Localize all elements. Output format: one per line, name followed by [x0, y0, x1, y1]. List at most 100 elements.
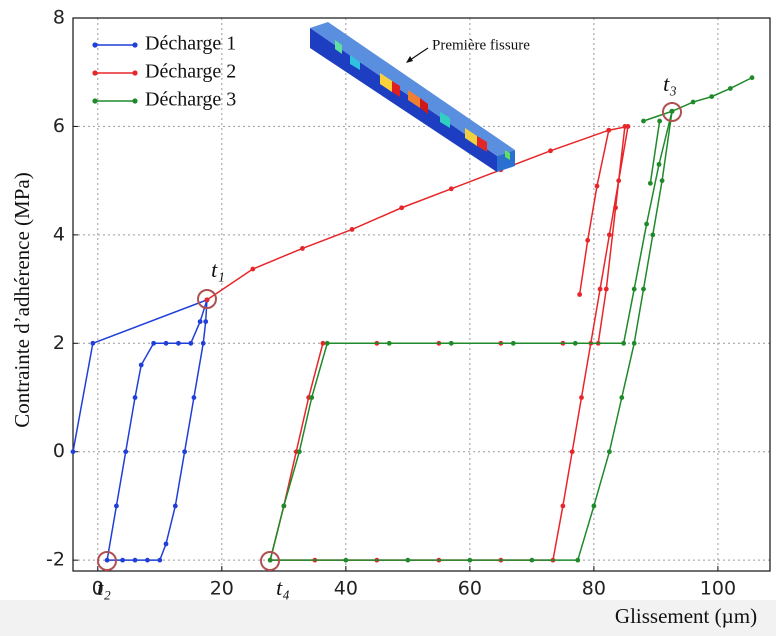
annotation: Première fissure [432, 37, 530, 53]
data-point [157, 557, 163, 563]
data-point [619, 395, 625, 400]
data-point [727, 86, 733, 91]
data-point [138, 362, 144, 368]
legend-label: Décharge 1 [145, 33, 236, 55]
data-point [182, 449, 188, 455]
data-point [90, 340, 96, 346]
data-point [594, 183, 600, 189]
data-point [151, 340, 157, 346]
data-point [641, 286, 646, 292]
data-point [349, 227, 355, 232]
data-point [203, 319, 209, 325]
data-point [644, 221, 649, 227]
y-tick-label: 2 [53, 332, 65, 354]
data-point [70, 449, 76, 455]
data-point [579, 395, 584, 400]
x-tick-label: 60 [458, 578, 482, 600]
data-point [163, 541, 169, 547]
data-point [200, 340, 206, 346]
data-point [405, 557, 411, 563]
x-tick-label: 80 [582, 578, 606, 600]
data-point [197, 319, 203, 325]
data-point [324, 340, 330, 346]
data-point [132, 395, 138, 400]
data-point [176, 340, 181, 346]
data-point [296, 449, 302, 455]
data-point [656, 161, 662, 167]
state-marker [97, 551, 117, 571]
x-tick-label: 20 [210, 578, 234, 600]
data-point [448, 186, 454, 192]
data-point [709, 94, 715, 100]
data-point [204, 297, 210, 303]
data-point [669, 108, 675, 114]
x-axis-label: Glissement (µm) [615, 604, 757, 628]
x-tick-label: 0 [92, 578, 104, 600]
y-axis-label: Contrainte d’adhérence (MPa) [10, 172, 34, 427]
data-point [749, 75, 755, 81]
data-point [145, 557, 150, 563]
data-point [631, 340, 637, 346]
data-point [560, 503, 566, 509]
legend-marker [132, 42, 138, 48]
data-point [114, 503, 119, 509]
x-tick-label: 100 [700, 578, 736, 600]
legend-label: Décharge 2 [145, 61, 236, 83]
y-tick-label: 0 [53, 440, 65, 462]
annotation: t₄ [276, 575, 290, 600]
data-point [631, 286, 637, 292]
data-point [575, 557, 581, 563]
data-point [320, 340, 326, 346]
state-marker [260, 551, 280, 571]
data-point [606, 449, 612, 455]
data-point [616, 178, 622, 184]
annotation: t₁ [211, 257, 225, 282]
data-point [641, 118, 646, 124]
y-tick-label: 8 [53, 7, 65, 29]
data-point [399, 205, 405, 211]
inset-image [310, 22, 515, 172]
legend-marker [132, 98, 138, 104]
data-point [622, 124, 628, 129]
x-tick-label: 40 [334, 578, 358, 600]
data-point [104, 557, 110, 563]
data-point [613, 205, 618, 211]
series-line [72, 298, 208, 561]
data-point [163, 340, 169, 346]
data-point [510, 340, 516, 346]
data-point [386, 340, 392, 346]
data-point [172, 503, 178, 509]
data-point [606, 127, 612, 133]
data-point [267, 557, 273, 563]
data-point [603, 286, 609, 292]
state-marker [197, 289, 217, 309]
annotation: t₂ [97, 575, 111, 600]
data-point [188, 340, 194, 346]
data-point [343, 557, 349, 563]
data-point [606, 232, 612, 238]
plot-frame [72, 17, 771, 572]
data-point [309, 395, 315, 400]
data-point [548, 148, 553, 154]
data-point [572, 340, 578, 346]
y-tick-label: -2 [46, 549, 65, 571]
footer-band [0, 600, 776, 636]
data-point [132, 557, 138, 563]
data-point [659, 178, 665, 184]
legend-marker [92, 42, 98, 48]
data-point [597, 286, 603, 292]
data-point [281, 503, 287, 509]
data-point [250, 266, 256, 272]
data-point [529, 557, 535, 563]
data-point [569, 449, 575, 455]
data-point [448, 340, 454, 346]
legend-marker [92, 70, 98, 76]
data-point [120, 557, 126, 563]
data-point [591, 503, 597, 509]
data-point [647, 180, 653, 186]
data-point [467, 557, 473, 563]
data-point [657, 118, 663, 124]
data-point [621, 340, 627, 346]
